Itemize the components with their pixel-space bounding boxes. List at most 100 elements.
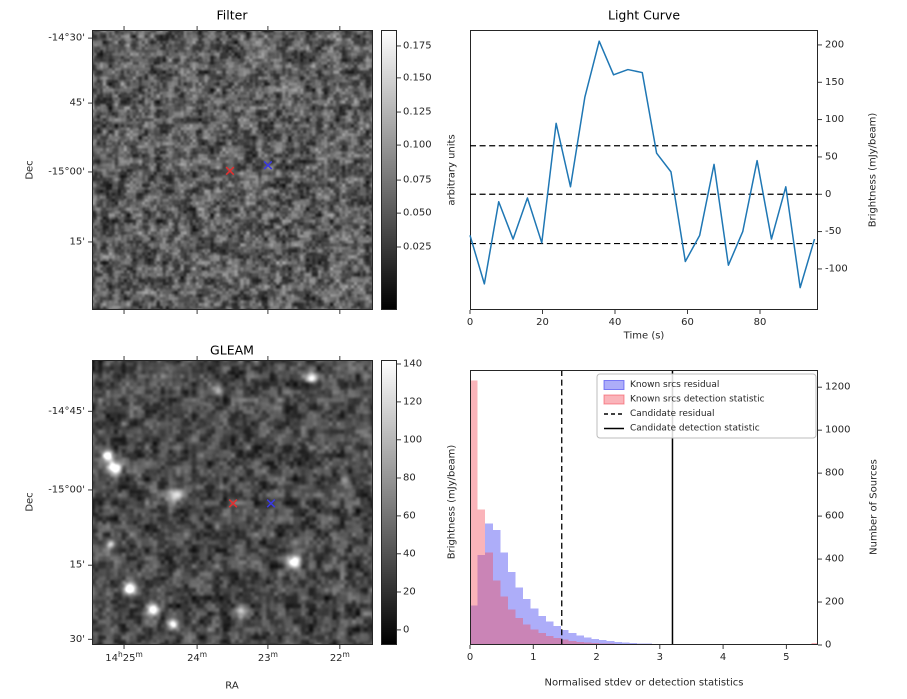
hist-bar (637, 644, 645, 645)
hist-bar (477, 554, 486, 645)
colorbar-tick-label: 60 (403, 510, 416, 521)
colorbar-tick-label: 0.050 (403, 208, 432, 219)
y-tick-label: 100 (825, 114, 844, 125)
hist-bar (576, 635, 584, 645)
hist-bar (500, 596, 508, 645)
x-tick-label: 20 (536, 317, 549, 328)
y-tick-label: 200 (825, 597, 844, 608)
hist-bar (568, 640, 577, 645)
legend-label: Known srcs residual (630, 380, 719, 390)
x-tick-label: 4 (720, 652, 726, 663)
hist-bar (675, 644, 683, 645)
legend-label: Candidate detection statistic (630, 424, 760, 434)
stats-spine (470, 370, 818, 645)
legend-label: Known srcs detection statistic (630, 395, 765, 405)
gleam-sky-image (92, 360, 373, 645)
hist-bar (629, 644, 638, 645)
hist-bar (644, 643, 653, 645)
hist-bar (470, 605, 478, 645)
hist-bar (561, 639, 569, 645)
stats-xlabel: Normalised stdev or detection statistics (544, 677, 744, 689)
colorbar-tick-label: 40 (403, 548, 416, 559)
x-tick-label: 60 (681, 317, 694, 328)
x-tick-label: 0 (467, 652, 473, 663)
legend-label: Candidate residual (630, 409, 715, 419)
hist-bar (500, 552, 508, 645)
gleam-ylabel: Dec (24, 492, 36, 512)
legend-box (596, 373, 817, 439)
gleam-colorbar (381, 360, 397, 645)
y-tick-label: -100 (825, 263, 848, 274)
filter-colorbar-label: arbitrary units (446, 134, 458, 206)
lightcurve-xlabel: Time (s) (623, 330, 665, 342)
hist-bar (507, 571, 516, 645)
lightcurve-title: Light Curve (607, 7, 681, 23)
lightcurve-line (469, 40, 816, 289)
hist-bar (515, 587, 524, 645)
hist-bar (591, 638, 600, 645)
filter-sky-image (92, 30, 373, 310)
legend-patch (603, 394, 625, 405)
hist-bar (485, 552, 493, 645)
y-tick-label: -15°00' (48, 166, 85, 177)
hist-bar (614, 643, 622, 645)
colorbar-tick-label: 120 (403, 396, 422, 407)
y-tick-label: 150 (825, 77, 844, 88)
hist-bar (492, 530, 501, 645)
stats-ylabel: Number of Sources (868, 459, 880, 555)
hist-bar (507, 609, 516, 645)
y-tick-label: -15°00' (48, 484, 85, 495)
colorbar-tick-label: 0.025 (403, 242, 432, 253)
hist-bar (545, 635, 554, 645)
hist-bar (637, 643, 645, 645)
y-tick-label: 200 (825, 39, 844, 50)
y-tick-label: -50 (825, 226, 841, 237)
hist-bar (515, 618, 524, 645)
x-tick-label: 5 (783, 652, 789, 663)
lightcurve-spine (470, 30, 818, 310)
filter-colorbar (381, 30, 397, 310)
y-tick-label: 0 (825, 640, 831, 651)
hist-bar (538, 633, 546, 645)
colorbar-tick-label: 0.125 (403, 107, 432, 118)
x-tick-label: 40 (609, 317, 622, 328)
hist-bar (644, 644, 653, 645)
hist-bar (606, 641, 615, 645)
hist-bar (568, 632, 577, 645)
y-tick-label: 15' (70, 236, 85, 247)
hist-bar (583, 637, 592, 645)
hist-bar (553, 626, 562, 645)
colorbar-tick-label: 0.075 (403, 175, 432, 186)
hist-bar (599, 643, 607, 645)
y-tick-label: 1000 (825, 425, 850, 436)
x-tick-label: 22m (330, 650, 350, 664)
colorbar-tick-label: 100 (403, 434, 422, 445)
colorbar-tick-label: 0.150 (403, 72, 432, 83)
hist-bar (614, 641, 622, 645)
colorbar-tick-label: 0.100 (403, 140, 432, 151)
hist-bar (599, 640, 607, 645)
hist-bar (652, 643, 660, 645)
hist-bar (591, 642, 600, 645)
filter-title: Filter (216, 7, 248, 23)
hist-bar (811, 643, 818, 645)
hist-bar (553, 638, 562, 645)
y-tick-label: 50 (825, 151, 838, 162)
hist-bar (621, 642, 630, 645)
hist-bar (538, 615, 546, 645)
hist-bar (545, 621, 554, 645)
hist-bar (523, 598, 531, 645)
x-tick-label: 2 (593, 652, 599, 663)
y-tick-label: 800 (825, 468, 844, 479)
hist-bar (485, 523, 493, 645)
x-tick-label: 14h25m (105, 650, 143, 664)
colorbar-tick-label: 0 (403, 624, 409, 635)
hist-bar (659, 644, 668, 645)
x-tick-label: 23m (258, 650, 278, 664)
x-tick-label: 24m (187, 650, 207, 664)
hist-bar (561, 629, 569, 645)
hist-bar (629, 642, 638, 645)
x-tick-label: 0 (467, 317, 473, 328)
x-tick-label: 1 (530, 652, 536, 663)
